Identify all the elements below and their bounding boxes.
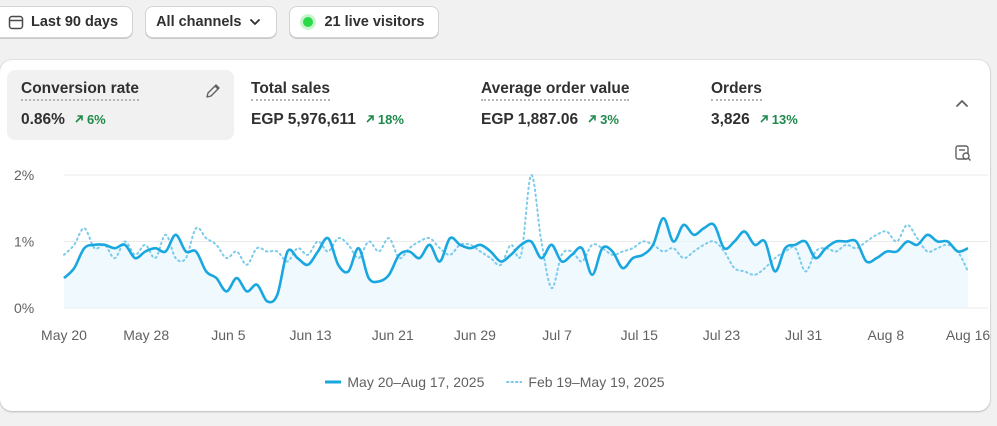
calendar-icon: [8, 15, 24, 30]
y-tick-label: 1%: [14, 234, 34, 250]
chart-legend: May 20–Aug 17, 2025 Feb 19–May 19, 2025: [0, 374, 990, 390]
metric-change-value: 6%: [86, 111, 106, 127]
x-tick-label: Jul 31: [785, 327, 823, 343]
chevron-up-icon[interactable]: [954, 96, 970, 112]
metric-change: 6%: [74, 112, 106, 127]
x-tick-label: Jul 23: [703, 327, 741, 343]
metric-change: 18%: [365, 112, 404, 127]
arrow-up-right-icon: [75, 115, 83, 123]
x-tick-label: Jun 5: [211, 327, 245, 343]
metric-label: Total sales: [251, 80, 330, 101]
analytics-card: Conversion rate 0.86% 6% Total sales EGP…: [0, 60, 990, 411]
arrow-up-right-icon: [760, 115, 768, 123]
metric-value: EGP 1,887.06: [481, 111, 579, 128]
channels-dropdown[interactable]: All channels: [145, 6, 278, 38]
x-tick-label: Aug 16: [946, 327, 990, 343]
toolbar: Last 90 days All channels 21 live visito…: [0, 6, 440, 38]
y-tick-label: 0%: [14, 300, 34, 316]
edit-pencil-icon[interactable]: [204, 82, 222, 100]
series-line-comparison: [63, 173, 969, 290]
conversion-rate-chart: 2% 1% 0% May 20 May 28 Jun 5 Jun 13 Jun 21 Jun 2…: [14, 167, 990, 343]
metric-value: 3,826: [711, 111, 750, 128]
arrow-up-right-icon: [588, 115, 596, 123]
arrow-up-right-icon: [366, 115, 374, 123]
metric-total-sales[interactable]: Total sales EGP 5,976,611 18%: [237, 70, 457, 140]
metric-change-value: 13%: [771, 111, 798, 127]
x-tick-label: Jul 15: [621, 327, 659, 343]
x-tick-label: Jun 21: [372, 327, 414, 343]
metric-label: Conversion rate: [21, 80, 140, 101]
metric-label: Average order value: [481, 80, 630, 101]
x-tick-label: Jun 13: [290, 327, 332, 343]
metric-label: Orders: [711, 80, 762, 101]
x-tick-label: Aug 8: [868, 327, 905, 343]
y-tick-label: 2%: [14, 167, 34, 183]
x-tick-label: May 28: [123, 327, 169, 343]
metric-change: 3%: [587, 112, 619, 127]
metric-conversion-rate[interactable]: Conversion rate 0.86% 6%: [7, 70, 234, 140]
series-line-current: [63, 216, 969, 304]
legend-item-comparison[interactable]: Feb 19–May 19, 2025: [506, 374, 665, 390]
metric-change: 13%: [759, 112, 798, 127]
metric-change-value: 18%: [377, 111, 404, 127]
date-range-button[interactable]: Last 90 days: [0, 6, 134, 38]
metric-value: EGP 5,976,611: [251, 111, 356, 128]
legend-label: Feb 19–May 19, 2025: [528, 374, 665, 390]
series-area-fill: [64, 218, 968, 308]
explore-report-icon[interactable]: [954, 144, 972, 162]
chevron-down-icon: [250, 19, 261, 25]
live-dot-icon: [303, 17, 314, 27]
channels-label: All channels: [156, 14, 242, 30]
date-range-label: Last 90 days: [31, 14, 119, 30]
legend-item-current[interactable]: May 20–Aug 17, 2025: [325, 374, 484, 390]
legend-dotted-line-icon: [506, 381, 523, 383]
metric-orders[interactable]: Orders 3,826 13%: [697, 70, 917, 140]
metric-value: 0.86%: [21, 111, 65, 128]
metric-average-order-value[interactable]: Average order value EGP 1,887.06 3%: [467, 70, 687, 140]
live-visitors-button[interactable]: 21 live visitors: [289, 6, 440, 38]
live-visitors-label: 21 live visitors: [324, 14, 425, 30]
metric-change-value: 3%: [600, 111, 619, 127]
x-tick-label: May 20: [41, 327, 87, 343]
x-tick-label: Jun 29: [454, 327, 496, 343]
x-tick-label: Jul 7: [542, 327, 572, 343]
legend-solid-line-icon: [325, 380, 342, 384]
legend-label: May 20–Aug 17, 2025: [347, 374, 485, 390]
